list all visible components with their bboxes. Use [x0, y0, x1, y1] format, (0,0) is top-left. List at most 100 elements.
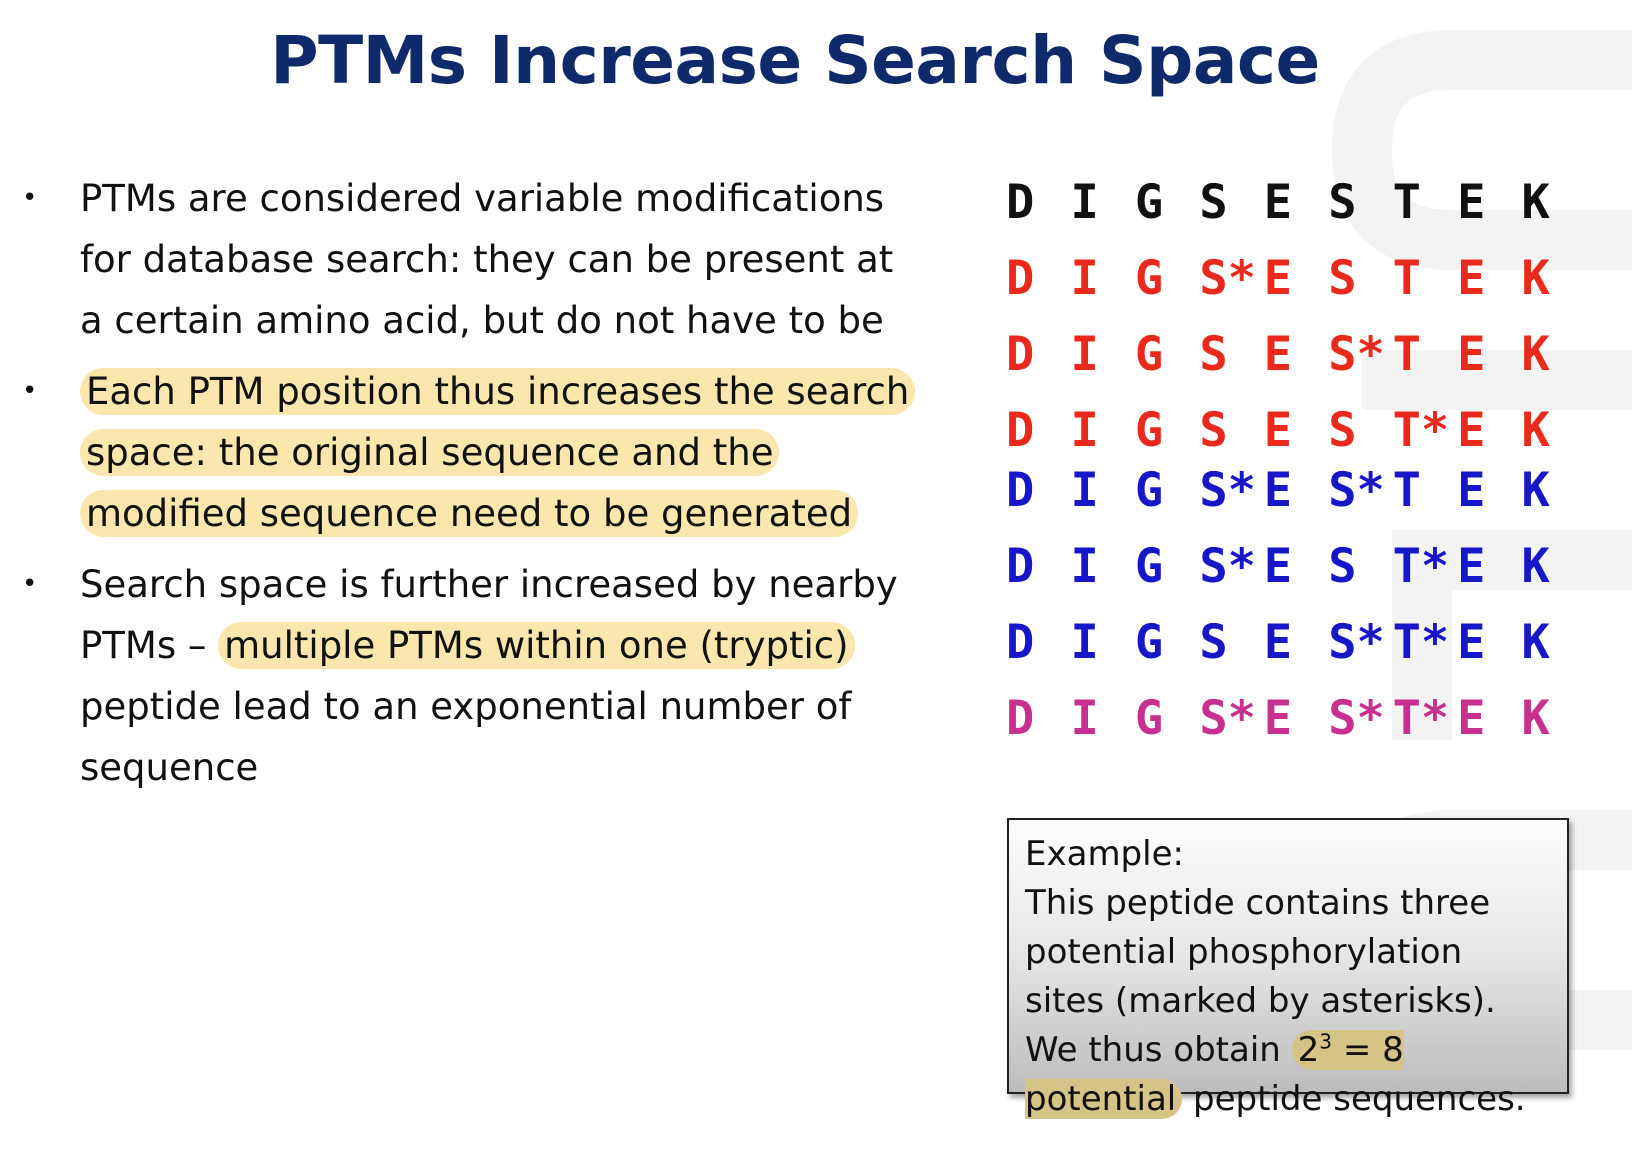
amino-acid: D: [1006, 690, 1035, 746]
amino-acid: S: [1199, 326, 1228, 382]
amino-acid: S*: [1199, 462, 1256, 518]
amino-acid: T*: [1392, 538, 1450, 594]
amino-acid: E: [1457, 174, 1486, 230]
amino-acid: D: [1006, 326, 1035, 382]
amino-acid: I: [1070, 538, 1099, 594]
amino-acid: K: [1521, 690, 1550, 746]
amino-acid: D: [1006, 538, 1035, 594]
bullet-dot: •: [22, 376, 38, 406]
amino-acid: G: [1134, 402, 1164, 458]
amino-acid: E: [1263, 538, 1293, 594]
amino-acid: E: [1457, 250, 1486, 306]
amino-acid: T: [1392, 174, 1421, 230]
example-box: Example: This peptide contains three pot…: [1007, 818, 1569, 1119]
amino-acid: S: [1199, 614, 1228, 670]
slide-title: PTMs Increase Search Space: [270, 22, 1320, 99]
formula-base: 2: [1297, 1030, 1320, 1070]
amino-acid: I: [1070, 690, 1099, 746]
amino-acid: K: [1521, 462, 1550, 518]
amino-acid: E: [1457, 402, 1486, 458]
amino-acid: D: [1006, 462, 1035, 518]
formula-rest: = 8 potential: [1025, 1030, 1404, 1119]
amino-acid: S*: [1328, 614, 1385, 670]
bullet-text: peptide lead to an exponential number of…: [80, 685, 852, 789]
amino-acid: T*: [1392, 402, 1450, 458]
bullet-dot: •: [22, 183, 38, 213]
amino-acid: T: [1392, 250, 1421, 306]
amino-acid: D: [1006, 614, 1035, 670]
amino-acid: S*: [1199, 690, 1256, 746]
amino-acid: T*: [1392, 690, 1450, 746]
amino-acid: S*: [1199, 538, 1256, 594]
peptide-sequence-grid: D I G S E S T E K D I G S* E S T E K D I G S E S* T E K D I G S E S T* E K D…: [1006, 172, 1586, 764]
amino-acid: E: [1263, 250, 1293, 306]
example-text: This peptide contains three potential ph…: [1025, 879, 1551, 1124]
amino-acid: I: [1070, 326, 1099, 382]
amino-acid: K: [1521, 250, 1550, 306]
amino-acid: E: [1263, 462, 1293, 518]
amino-acid: K: [1521, 174, 1550, 230]
example-heading: Example:: [1025, 834, 1184, 874]
sequence-row: D I G S E S T* E K: [1006, 400, 1586, 460]
amino-acid: S*: [1328, 462, 1385, 518]
sequence-row: D I G S E S* T E K: [1006, 324, 1586, 384]
amino-acid: E: [1263, 326, 1293, 382]
amino-acid: D: [1006, 250, 1035, 306]
amino-acid: T: [1392, 326, 1421, 382]
sequence-row: D I G S* E S* T E K: [1006, 460, 1586, 520]
amino-acid: G: [1134, 690, 1164, 746]
amino-acid: G: [1134, 614, 1164, 670]
amino-acid: G: [1134, 174, 1164, 230]
amino-acid: D: [1006, 402, 1035, 458]
sequence-row: D I G S E S* T* E K: [1006, 612, 1586, 672]
amino-acid: I: [1070, 402, 1099, 458]
amino-acid: E: [1457, 462, 1486, 518]
amino-acid: S: [1328, 538, 1357, 594]
amino-acid: S: [1199, 174, 1228, 230]
amino-acid: S*: [1199, 250, 1256, 306]
amino-acid: E: [1457, 326, 1486, 382]
amino-acid: S*: [1328, 326, 1385, 382]
amino-acid: S: [1328, 174, 1357, 230]
amino-acid: E: [1263, 402, 1293, 458]
amino-acid: I: [1070, 250, 1099, 306]
amino-acid: I: [1070, 174, 1099, 230]
amino-acid: S*: [1328, 690, 1385, 746]
amino-acid: K: [1521, 538, 1550, 594]
sequence-row: D I G S* E S T E K: [1006, 248, 1586, 308]
amino-acid: K: [1521, 614, 1550, 670]
highlighted-text: multiple PTMs within one (tryptic): [218, 622, 855, 669]
amino-acid: K: [1521, 402, 1550, 458]
amino-acid: G: [1134, 462, 1164, 518]
bullet-item: • Search space is further increased by n…: [20, 554, 920, 798]
example-text-part: This peptide contains three potential ph…: [1025, 883, 1496, 1070]
example-text-part: peptide sequences.: [1182, 1079, 1526, 1119]
amino-acid: E: [1263, 614, 1293, 670]
amino-acid: G: [1134, 326, 1164, 382]
bullet-text: PTMs are considered variable modificatio…: [80, 177, 894, 342]
amino-acid: T: [1392, 462, 1421, 518]
amino-acid: K: [1521, 326, 1550, 382]
bullet-list: • PTMs are considered variable modificat…: [20, 168, 920, 808]
formula-exponent: 3: [1319, 1029, 1333, 1054]
bullet-item: • PTMs are considered variable modificat…: [20, 168, 920, 351]
sequence-row: D I G S* E S* T* E K: [1006, 688, 1586, 748]
amino-acid: T*: [1392, 614, 1450, 670]
amino-acid: S: [1328, 402, 1357, 458]
bullet-text: Search space is further increased by nea…: [80, 563, 898, 667]
amino-acid: E: [1457, 690, 1486, 746]
bullet-dot: •: [22, 569, 38, 599]
amino-acid: E: [1263, 690, 1293, 746]
amino-acid: I: [1070, 614, 1099, 670]
highlighted-text: Each PTM position thus increases the sea…: [80, 368, 916, 537]
amino-acid: D: [1006, 174, 1035, 230]
amino-acid: G: [1134, 538, 1164, 594]
amino-acid: I: [1070, 462, 1099, 518]
amino-acid: S: [1199, 402, 1228, 458]
amino-acid: G: [1134, 250, 1164, 306]
bullet-item: • Each PTM position thus increases the s…: [20, 361, 920, 544]
amino-acid: E: [1263, 174, 1293, 230]
amino-acid: E: [1457, 538, 1486, 594]
amino-acid: E: [1457, 614, 1486, 670]
